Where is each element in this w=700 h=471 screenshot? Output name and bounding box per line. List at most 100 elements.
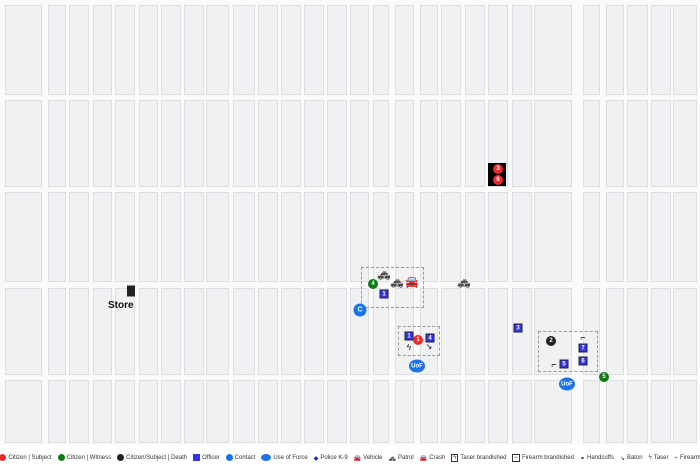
incident-group-box bbox=[361, 267, 424, 308]
city-block bbox=[465, 380, 485, 443]
city-block bbox=[512, 100, 532, 187]
firearm-icon: ⌐ bbox=[551, 359, 557, 370]
baton-icon: ↘ bbox=[619, 455, 625, 462]
legend-item: ◆ Police K-9 bbox=[314, 455, 348, 462]
city-block bbox=[48, 5, 66, 95]
city-block bbox=[161, 192, 181, 282]
city-block bbox=[606, 288, 624, 375]
patrol-car-icon[interactable]: 🚓 bbox=[457, 276, 471, 289]
firearm-box-icon: ⌐ bbox=[512, 454, 520, 462]
legend-item: ⌐ Firearm brandished bbox=[512, 454, 574, 462]
crash-icon[interactable]: 🚘 bbox=[405, 276, 419, 289]
citizen-subject-marker[interactable]: 6 bbox=[493, 175, 503, 185]
firearm-icon: ⌐ bbox=[580, 332, 586, 343]
city-block bbox=[395, 100, 414, 187]
legend-label: Taser brandished bbox=[460, 455, 507, 461]
citizen-subject-marker[interactable]: 1 bbox=[413, 335, 423, 345]
city-block bbox=[465, 192, 485, 282]
officer-marker[interactable]: 7 bbox=[578, 343, 588, 353]
city-block bbox=[606, 100, 624, 187]
firearm-icon: ⌐ bbox=[674, 455, 678, 461]
legend-item: Citizen | Subject bbox=[0, 453, 52, 463]
officer-marker[interactable]: 4 bbox=[425, 333, 435, 343]
city-block bbox=[420, 5, 438, 95]
city-block bbox=[304, 5, 324, 95]
officer-marker[interactable]: 5 bbox=[559, 359, 569, 369]
city-block bbox=[441, 192, 461, 282]
city-block bbox=[139, 192, 158, 282]
officer-marker[interactable]: 6 bbox=[578, 356, 588, 366]
citizen-subject-marker[interactable]: 3 bbox=[493, 164, 503, 174]
city-block bbox=[606, 380, 624, 443]
use-of-force-marker[interactable]: UoF bbox=[559, 377, 575, 391]
city-block bbox=[115, 288, 135, 375]
city-block bbox=[350, 100, 369, 187]
city-block bbox=[512, 380, 532, 443]
legend-item: ↘ Baton bbox=[620, 455, 643, 462]
city-block bbox=[258, 288, 278, 375]
contact-marker[interactable]: C bbox=[353, 303, 367, 317]
legend-item: Citizen | Witness bbox=[57, 453, 111, 463]
green-circle-icon bbox=[57, 453, 65, 463]
city-block bbox=[184, 380, 204, 443]
city-block bbox=[583, 380, 600, 443]
city-block bbox=[5, 5, 42, 95]
store-marker bbox=[127, 285, 135, 297]
city-block bbox=[327, 288, 347, 375]
legend-item: 🚘 Vehicle bbox=[354, 455, 383, 462]
citizen-death-marker[interactable]: 2 bbox=[546, 336, 556, 346]
patrol-car-icon[interactable]: 🚓 bbox=[390, 276, 404, 289]
legend-item: ⌐ Firearm bbox=[674, 455, 700, 461]
city-block bbox=[304, 100, 324, 187]
city-block bbox=[488, 192, 508, 282]
city-block bbox=[206, 5, 229, 95]
city-block bbox=[93, 288, 112, 375]
city-block bbox=[258, 100, 278, 187]
city-block bbox=[465, 100, 485, 187]
city-block bbox=[48, 288, 66, 375]
city-block bbox=[512, 192, 532, 282]
city-block bbox=[420, 288, 438, 375]
patrol-car-icon[interactable]: 🚓 bbox=[377, 268, 391, 281]
citizen-witness-marker[interactable]: 4 bbox=[368, 279, 378, 289]
city-block bbox=[304, 192, 324, 282]
citizen-witness-marker[interactable]: 5 bbox=[599, 372, 609, 382]
city-block bbox=[673, 288, 697, 375]
city-block bbox=[395, 5, 414, 95]
city-block bbox=[465, 288, 485, 375]
city-block bbox=[673, 192, 697, 282]
city-block bbox=[69, 100, 89, 187]
officer-marker[interactable]: 3 bbox=[513, 323, 523, 333]
legend-label: Crash bbox=[429, 455, 446, 461]
city-block bbox=[48, 100, 66, 187]
city-block bbox=[184, 288, 204, 375]
city-block bbox=[534, 380, 572, 443]
uof-circle-icon bbox=[261, 453, 272, 463]
city-block bbox=[115, 192, 135, 282]
legend-label: Contact bbox=[234, 455, 256, 461]
city-block bbox=[5, 192, 42, 282]
city-block bbox=[258, 192, 278, 282]
city-block bbox=[441, 100, 461, 187]
city-block bbox=[69, 5, 89, 95]
city-block bbox=[441, 5, 461, 95]
city-block bbox=[115, 5, 135, 95]
legend-item: Citizen/Subject | Death bbox=[117, 453, 187, 463]
city-block bbox=[627, 5, 648, 95]
incident-map[interactable]: Store 3 6 🚓 🚓 🚘 🚓 4 1 C 1 1 4 ϟ ↘ UoF 3 … bbox=[0, 0, 700, 445]
use-of-force-marker[interactable]: UoF bbox=[409, 359, 425, 373]
city-block bbox=[69, 192, 89, 282]
city-block bbox=[350, 5, 369, 95]
city-block bbox=[327, 100, 347, 187]
city-block bbox=[93, 5, 112, 95]
city-block bbox=[651, 380, 671, 443]
legend-label: Patrol bbox=[398, 455, 414, 461]
city-block bbox=[139, 288, 158, 375]
officer-marker[interactable]: 1 bbox=[379, 289, 389, 299]
contact-circle-icon bbox=[225, 453, 233, 463]
city-block bbox=[206, 192, 229, 282]
city-block bbox=[93, 100, 112, 187]
city-block bbox=[327, 380, 347, 443]
legend-label: Vehicle bbox=[363, 455, 383, 461]
car-icon: 🚘 bbox=[353, 455, 362, 462]
